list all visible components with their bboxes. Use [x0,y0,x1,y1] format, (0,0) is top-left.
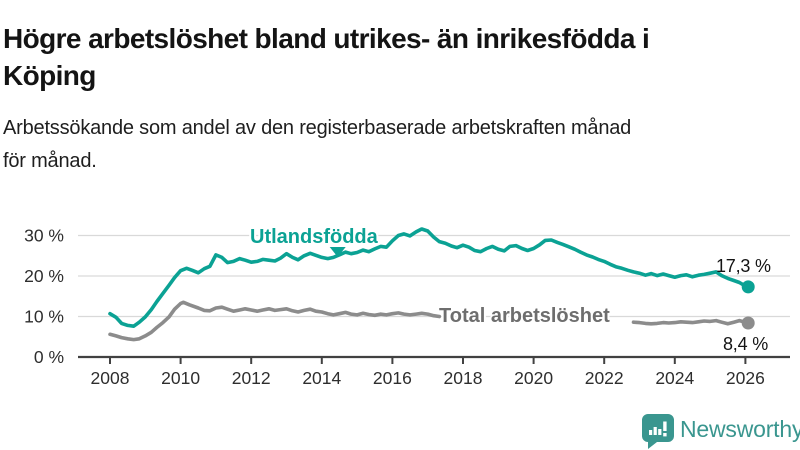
brand-name: Newsworthy [680,416,800,442]
page-title-line-1: Högre arbetslöshet bland utrikes- än inr… [3,22,650,54]
chart-subtitle-line-2: för månad. [3,150,97,172]
end-value-label-utlandsfodda: 17,3 % [716,256,771,276]
x-axis-tick-label: 2020 [514,368,553,388]
x-axis-tick-label: 2016 [373,368,412,388]
x-axis-tick-label: 2024 [655,368,694,388]
series-label-utlandsfodda: Utlandsfödda [250,226,378,248]
page-title-line-2: Köping [3,59,96,91]
y-axis-tick-label: 20 % [24,266,64,286]
chart-subtitle: Arbetssökande som andel av den registerb… [3,112,797,178]
x-axis-tick-label: 2012 [232,368,271,388]
label-pointer-triangle-icon [329,247,346,257]
x-axis-tick-label: 2008 [91,368,130,388]
series-end-dot-total-arbetsl-shet [741,316,755,330]
x-axis-tick-label: 2010 [161,368,200,388]
x-axis-tick-label: 2022 [585,368,624,388]
end-value-label-total-arbetsloshet: 8,4 % [723,334,769,354]
x-axis-tick-label: 2018 [444,368,483,388]
series-line-total-arbetsl-shet [108,300,442,342]
chart-subtitle-line-1: Arbetssökande som andel av den registerb… [3,117,632,139]
x-axis-tick-label: 2014 [302,368,341,388]
page-title: Högre arbetslöshet bland utrikes- än inr… [3,20,797,94]
newsworthy-chart-bubble-icon [642,414,674,449]
y-axis-tick-label: 0 % [34,347,64,367]
series-label-total-arbetsloshet: Total arbetslöshet [439,305,610,327]
y-axis-tick-label: 30 % [24,226,64,246]
series-line-utlandsf-dda [108,227,751,329]
series-end-dot-utlandsf-dda [741,280,755,294]
series-line-total-arbetsl-shet [631,318,751,326]
x-axis-tick-label: 2026 [726,368,765,388]
y-axis-tick-label: 10 % [24,307,64,327]
